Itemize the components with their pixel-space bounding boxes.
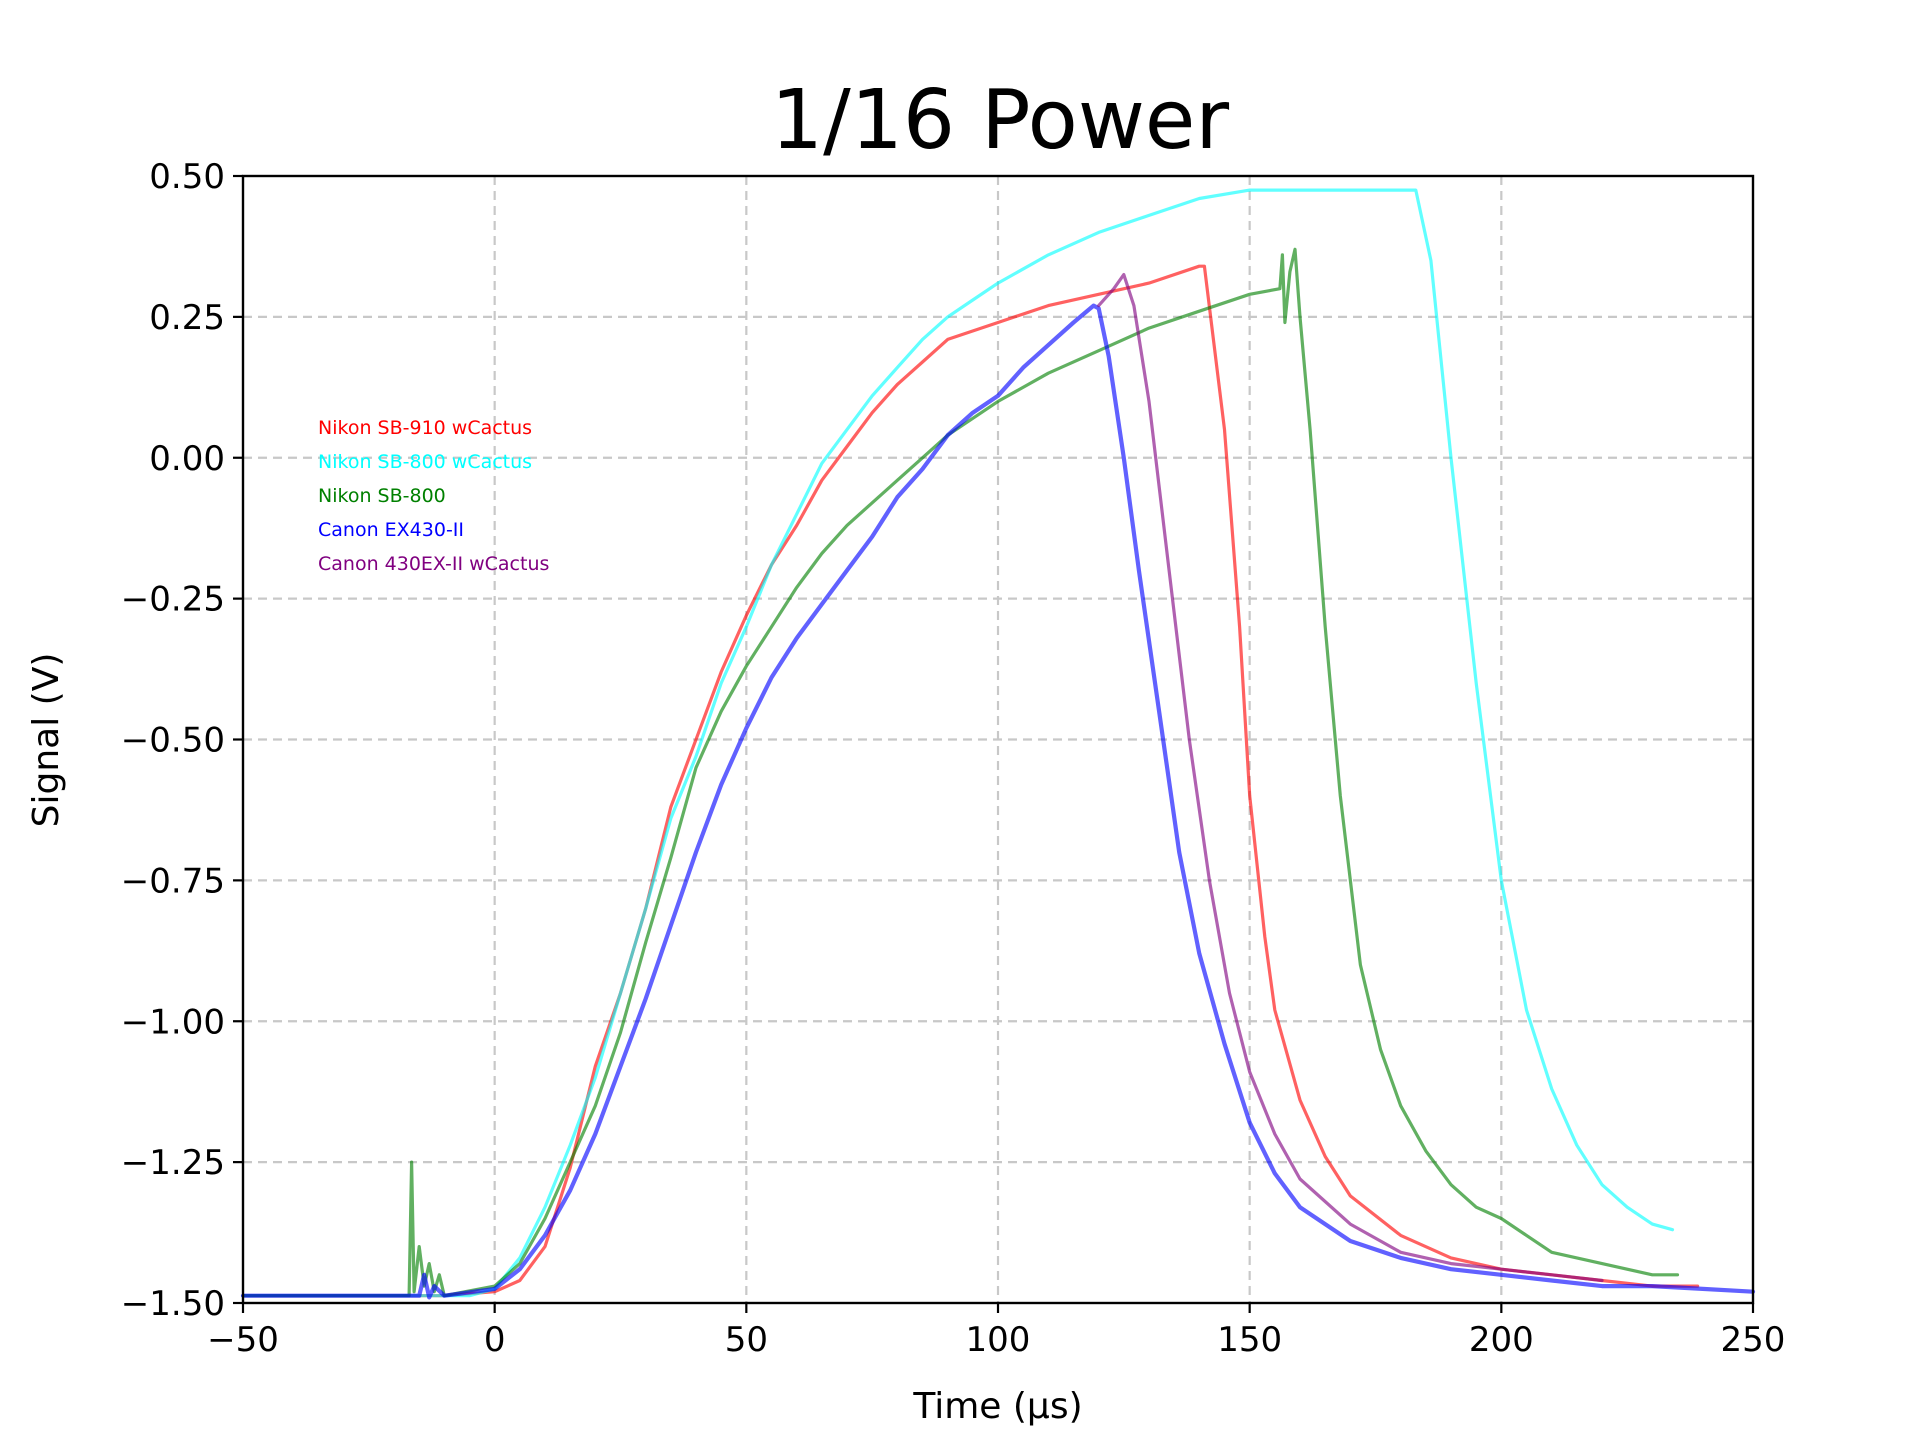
legend-entry-nikon-sb-800-wcactus: Nikon SB-800 wCactus	[318, 451, 532, 473]
y-tick-label: −1.50	[121, 1284, 225, 1324]
grid	[243, 176, 1753, 1303]
y-tick-label: −0.25	[121, 580, 225, 620]
axis-ticks: −50 0 50 100 150 200 250 0.50 0.25 0.00 −0.25 −0.50…	[121, 157, 1786, 1360]
legend-entry-canon-ex430-ii: Canon EX430-II	[318, 519, 464, 541]
x-tick-label: 100	[966, 1320, 1031, 1360]
series-lines	[240, 188, 1756, 1300]
y-tick-label: −0.50	[121, 721, 225, 761]
y-tick-label: −0.75	[121, 861, 225, 901]
y-axis-label: Signal (V)	[26, 653, 67, 828]
x-tick-label: 50	[725, 1320, 768, 1360]
legend-entry-nikon-sb-800: Nikon SB-800	[318, 485, 446, 507]
y-tick-label: 0.25	[149, 298, 225, 338]
series-line-canon-430ex-ii-wcactus	[1097, 273, 1604, 1283]
x-axis-label: Time (µs)	[912, 1386, 1082, 1427]
legend: Nikon SB-910 wCactus Nikon SB-800 wCactus…	[318, 417, 549, 575]
x-tick-label: 0	[484, 1320, 506, 1360]
x-tick-label: 250	[1721, 1320, 1786, 1360]
y-tick-label: −1.25	[121, 1143, 225, 1183]
y-tick-label: 0.00	[149, 439, 225, 479]
legend-entry-canon-430ex-ii-wcactus: Canon 430EX-II wCactus	[318, 553, 549, 575]
legend-entry-nikon-sb-910-wcactus: Nikon SB-910 wCactus	[318, 417, 532, 439]
series-line-canon-ex430-ii	[240, 303, 1756, 1300]
chart-title: 1/16 Power	[771, 73, 1229, 168]
x-tick-label: 150	[1217, 1320, 1282, 1360]
y-tick-label: −1.00	[121, 1002, 225, 1042]
y-tick-label: 0.50	[149, 157, 225, 197]
series-line-nikon-sb-800	[241, 247, 1680, 1298]
x-tick-label: 200	[1469, 1320, 1534, 1360]
series-line-nikon-sb-800-wcactus	[241, 188, 1675, 1298]
x-tick-label: −50	[207, 1320, 279, 1360]
